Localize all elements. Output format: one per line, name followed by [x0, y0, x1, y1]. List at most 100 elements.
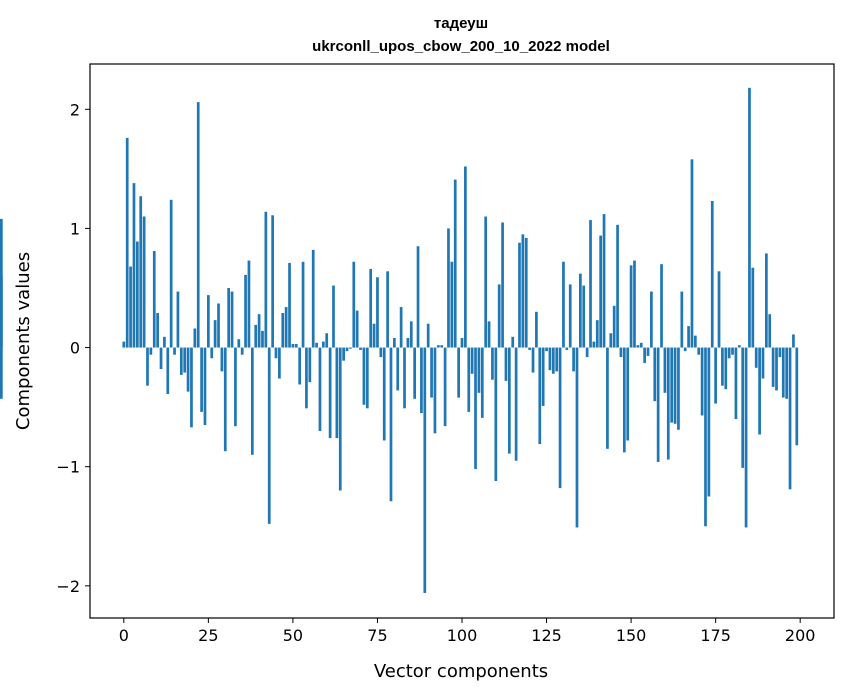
bar — [294, 343, 298, 348]
bar — [761, 347, 765, 379]
x-tick-label: 200 — [785, 626, 816, 645]
bar — [660, 264, 663, 348]
bar — [538, 347, 542, 445]
bar — [332, 285, 335, 348]
bar — [430, 347, 433, 398]
bar — [281, 313, 285, 348]
bar — [457, 347, 460, 398]
bar — [622, 347, 626, 453]
bar — [349, 347, 352, 349]
bar — [139, 196, 143, 348]
bar — [599, 235, 603, 348]
bar — [203, 347, 207, 425]
bar — [176, 291, 180, 348]
bar — [0, 218, 3, 348]
bar — [643, 347, 646, 364]
bar — [477, 347, 481, 393]
bar — [687, 326, 690, 348]
bar — [714, 347, 717, 404]
bar — [646, 347, 650, 356]
y-tick-label: 2 — [70, 100, 80, 119]
chart-title: тадеуш — [434, 15, 488, 32]
chart-subtitle: ukrconll_upos_cbow_200_10_2022 model — [312, 38, 610, 55]
bar — [409, 321, 413, 348]
bar — [585, 347, 589, 358]
bar — [504, 347, 508, 381]
bar — [328, 347, 332, 439]
bar — [156, 313, 159, 348]
bar — [592, 341, 596, 348]
bar — [721, 347, 724, 386]
bar — [240, 347, 244, 355]
bar — [501, 222, 504, 348]
bar — [744, 347, 748, 528]
bar — [396, 347, 400, 391]
bar — [572, 347, 575, 372]
bar — [656, 347, 660, 462]
bar — [196, 102, 200, 348]
bar — [528, 347, 531, 350]
bar — [741, 347, 745, 468]
bar — [318, 347, 322, 431]
bar — [541, 347, 545, 406]
bar — [724, 347, 728, 390]
bar — [213, 320, 217, 348]
bar — [311, 249, 315, 348]
y-tick-label: −2 — [56, 577, 80, 596]
bar — [393, 338, 396, 348]
bar — [278, 347, 281, 379]
bar — [602, 214, 606, 348]
bar — [737, 345, 741, 348]
bar — [524, 237, 528, 348]
x-tick-label: 175 — [700, 626, 731, 645]
bar — [700, 347, 704, 416]
bar — [748, 87, 751, 348]
bar — [568, 284, 572, 348]
bar — [582, 285, 586, 348]
bar — [683, 347, 687, 352]
bar — [166, 347, 170, 395]
x-tick-label: 150 — [616, 626, 647, 645]
bar — [447, 228, 450, 348]
bar — [562, 261, 565, 348]
bar — [690, 159, 694, 348]
bar — [491, 347, 494, 380]
x-axis-label: Vector components — [374, 661, 548, 682]
x-tick-label: 25 — [198, 626, 218, 645]
bar — [673, 347, 677, 424]
bar — [511, 336, 515, 348]
bar — [308, 347, 312, 383]
bar — [274, 347, 278, 359]
bar — [183, 347, 187, 373]
x-tick-label: 100 — [447, 626, 478, 645]
bar — [629, 265, 633, 348]
bar — [467, 347, 471, 412]
bar — [210, 347, 214, 359]
bar — [122, 341, 126, 348]
bar — [335, 347, 339, 439]
bar — [609, 333, 613, 348]
bar — [169, 199, 173, 348]
bar — [237, 339, 241, 348]
y-axis-label: Components values — [13, 252, 34, 430]
bar — [291, 343, 295, 348]
x-tick-label: 125 — [531, 626, 562, 645]
bar — [179, 347, 183, 375]
bar — [376, 277, 379, 348]
bar — [792, 334, 795, 348]
bar — [693, 335, 697, 348]
x-tick-label: 0 — [119, 626, 129, 645]
bar — [193, 328, 197, 348]
bar — [551, 347, 555, 374]
bar — [518, 242, 521, 348]
bar — [305, 347, 308, 409]
bar — [768, 314, 772, 348]
bar — [132, 183, 136, 348]
bar — [372, 323, 376, 348]
bar — [612, 305, 616, 348]
bar — [365, 347, 369, 409]
bar — [301, 261, 305, 348]
bar — [781, 347, 785, 398]
bar — [788, 347, 792, 490]
bar — [352, 261, 356, 348]
